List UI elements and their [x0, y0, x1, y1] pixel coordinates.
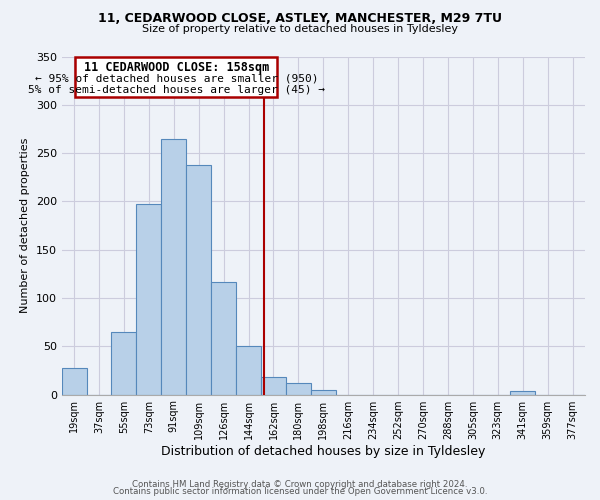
Bar — [211, 282, 236, 395]
Y-axis label: Number of detached properties: Number of detached properties — [20, 138, 30, 313]
Bar — [311, 390, 336, 394]
Text: ← 95% of detached houses are smaller (950): ← 95% of detached houses are smaller (95… — [35, 74, 318, 84]
Bar — [510, 390, 535, 394]
Text: 11, CEDARWOOD CLOSE, ASTLEY, MANCHESTER, M29 7TU: 11, CEDARWOOD CLOSE, ASTLEY, MANCHESTER,… — [98, 12, 502, 26]
Bar — [261, 377, 286, 394]
Bar — [161, 138, 186, 394]
Text: Size of property relative to detached houses in Tyldesley: Size of property relative to detached ho… — [142, 24, 458, 34]
Bar — [112, 332, 136, 394]
FancyBboxPatch shape — [76, 58, 277, 97]
Text: Contains public sector information licensed under the Open Government Licence v3: Contains public sector information licen… — [113, 488, 487, 496]
Bar — [186, 164, 211, 394]
Bar — [236, 346, 261, 395]
X-axis label: Distribution of detached houses by size in Tyldesley: Distribution of detached houses by size … — [161, 444, 485, 458]
Text: Contains HM Land Registry data © Crown copyright and database right 2024.: Contains HM Land Registry data © Crown c… — [132, 480, 468, 489]
Text: 11 CEDARWOOD CLOSE: 158sqm: 11 CEDARWOOD CLOSE: 158sqm — [83, 62, 269, 74]
Bar — [286, 383, 311, 394]
Bar — [62, 368, 86, 394]
Bar — [136, 204, 161, 394]
Text: 5% of semi-detached houses are larger (45) →: 5% of semi-detached houses are larger (4… — [28, 86, 325, 96]
